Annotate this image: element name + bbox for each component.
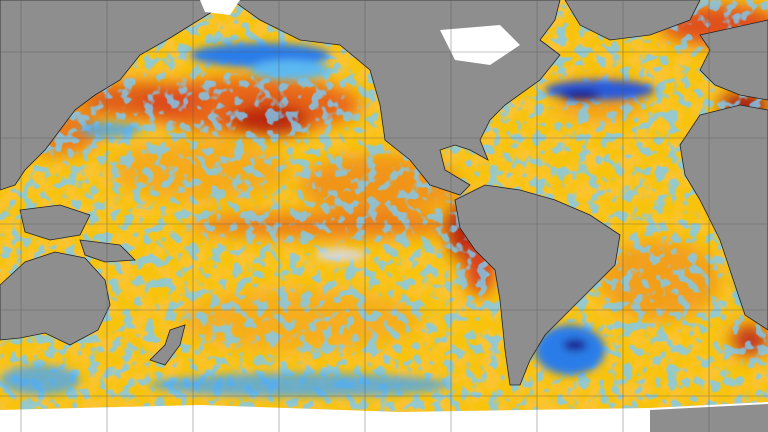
asia [0,0,216,191]
new-zealand [149,324,186,366]
europe [699,19,768,101]
antarctica [0,402,768,432]
cool-anomalies [0,43,765,397]
greenland [564,0,701,41]
arctic-ice [440,25,520,65]
australia [0,251,111,346]
new-guinea [79,239,136,263]
south-america [454,184,621,386]
africa [679,104,768,331]
arctic-ice-2 [200,0,240,15]
indonesia [19,204,91,241]
